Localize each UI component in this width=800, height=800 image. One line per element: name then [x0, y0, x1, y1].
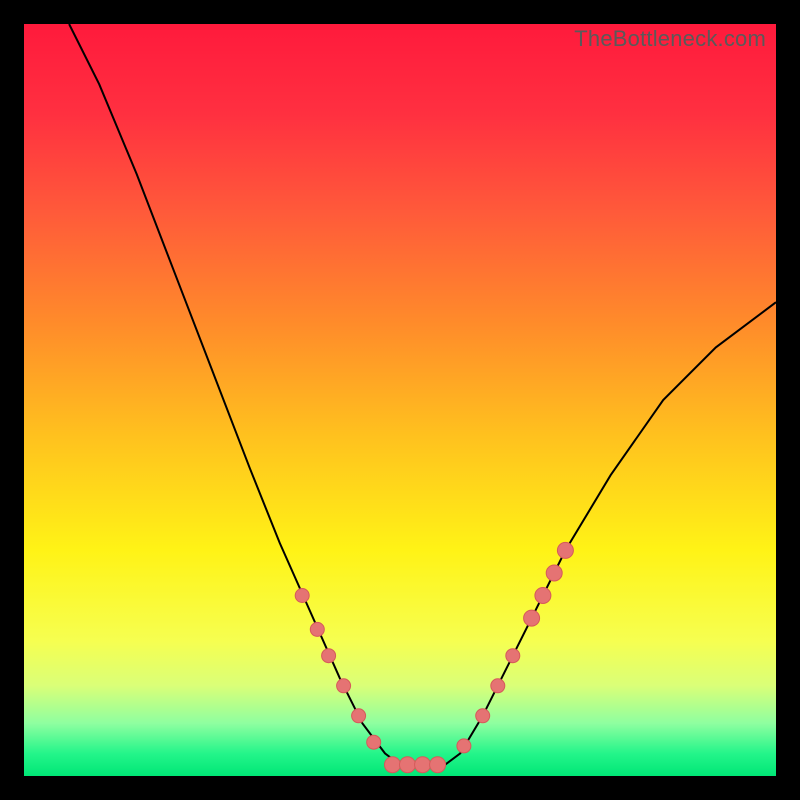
- data-marker: [400, 757, 416, 773]
- chart-frame: TheBottleneck.com: [0, 0, 800, 800]
- data-marker: [415, 757, 431, 773]
- data-marker: [337, 679, 351, 693]
- data-marker: [367, 735, 381, 749]
- data-marker: [457, 739, 471, 753]
- data-marker: [352, 709, 366, 723]
- data-marker: [476, 709, 490, 723]
- data-marker: [491, 679, 505, 693]
- data-marker: [295, 589, 309, 603]
- marker-group: [295, 542, 573, 772]
- plot-area: TheBottleneck.com: [24, 24, 776, 776]
- data-marker: [535, 588, 551, 604]
- data-marker: [506, 649, 520, 663]
- data-marker: [322, 649, 336, 663]
- data-marker: [385, 757, 401, 773]
- data-marker: [546, 565, 562, 581]
- bottleneck-curve: [69, 24, 776, 765]
- data-marker: [557, 542, 573, 558]
- curve-layer: [24, 24, 776, 776]
- watermark-text: TheBottleneck.com: [574, 26, 766, 52]
- data-marker: [310, 622, 324, 636]
- data-marker: [524, 610, 540, 626]
- data-marker: [430, 757, 446, 773]
